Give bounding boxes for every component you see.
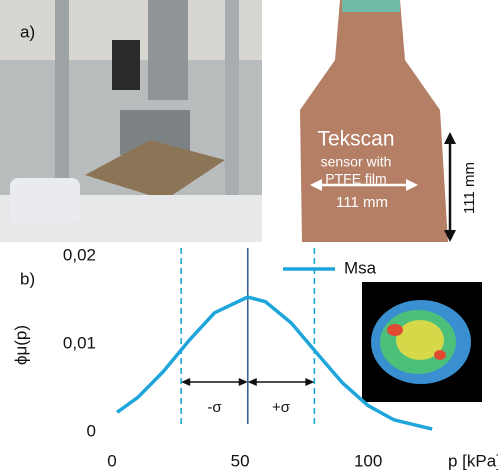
- sigma-label: +σ: [272, 399, 291, 416]
- figure: a) Tekscan sensor with PTFE film 111 mm …: [0, 0, 498, 474]
- y-tick-label: 0: [87, 421, 96, 440]
- x-tick-label: 50: [231, 451, 250, 470]
- test-rig-photo: [0, 0, 262, 242]
- y-tick-label: 0,02: [63, 245, 96, 264]
- width-label: 111 mm: [336, 194, 388, 211]
- arrow-head: [305, 378, 314, 386]
- panel-label: a): [20, 22, 35, 41]
- arrow-head: [248, 378, 257, 386]
- y-axis-title: ϕμ(p): [11, 325, 30, 365]
- panel-label: b): [20, 269, 35, 288]
- sensor-text: sensor with: [321, 154, 392, 170]
- sensor-text: PTFE film: [325, 171, 386, 187]
- sigma-label: -σ: [207, 399, 222, 416]
- arrow-head: [181, 378, 190, 386]
- height-label: 111 mm: [461, 162, 478, 214]
- arrow-head: [239, 378, 248, 386]
- sensor-text: Tekscan: [317, 128, 394, 151]
- x-axis-title: p [kPa]: [448, 451, 498, 470]
- legend-label: Msa: [344, 258, 377, 277]
- y-tick-label: 0,01: [63, 333, 96, 352]
- x-tick-label: 100: [354, 451, 382, 470]
- x-tick-label: 0: [107, 451, 116, 470]
- heatmap-inset: [362, 282, 482, 402]
